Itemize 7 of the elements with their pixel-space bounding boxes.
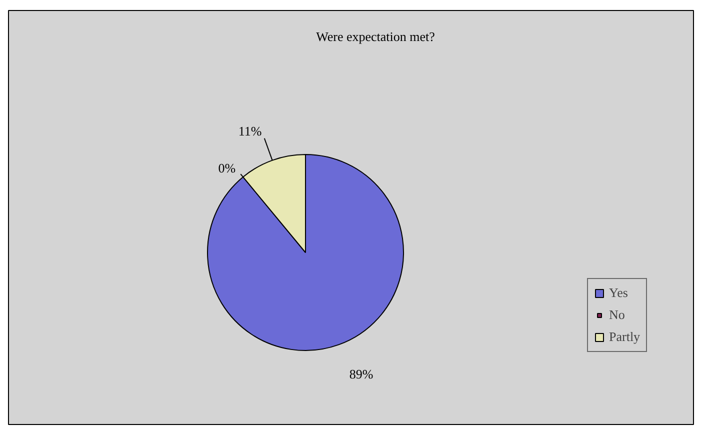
legend-label: Partly [609,329,640,345]
legend-label: No [609,307,626,323]
text: 0% [218,160,236,176]
chart-title: Were expectation met? [316,29,436,44]
legend-label: Yes [609,285,629,301]
data-label: 89% [349,366,374,382]
data-label: 11% [238,123,262,138]
